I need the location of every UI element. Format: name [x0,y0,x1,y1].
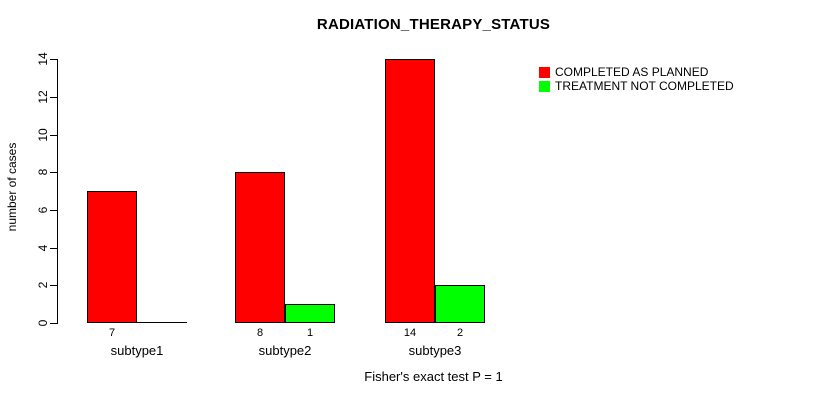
bar-subtype3-treatment-not-completed [435,285,485,323]
bar-value-label: 1 [306,327,314,339]
legend-label: COMPLETED AS PLANNED [555,65,709,79]
y-axis-label: number of cases [5,142,19,232]
y-axis-tick-label: 10 [36,127,50,142]
y-axis-tick [50,285,57,287]
bar-value-label: 14 [403,327,417,339]
y-axis-tick-label: 2 [36,281,50,289]
y-axis-tick [50,247,57,249]
legend-item-completed-as-planned: COMPLETED AS PLANNED [539,66,734,78]
bar-value-label: 2 [456,327,464,339]
legend-swatch-completed-as-planned [539,66,550,78]
bar-subtype3-completed-as-planned [385,59,435,323]
bar-subtype2-completed-as-planned [235,172,285,323]
category-label-subtype1: subtype1 [110,343,164,358]
legend: COMPLETED AS PLANNED TREATMENT NOT COMPLE… [539,66,734,92]
category-label-subtype3: subtype3 [408,343,462,358]
y-axis-tick [50,172,57,174]
bar-value-label: 8 [256,327,264,339]
bar-subtype2-treatment-not-completed [285,304,335,323]
y-axis-tick [50,209,57,211]
legend-swatch-treatment-not-completed [539,80,550,92]
y-axis-tick-label: 8 [36,168,50,176]
y-axis-tick [50,134,57,136]
y-axis-line [57,59,58,324]
y-axis-tick [50,323,57,324]
chart-title: RADIATION_THERAPY_STATUS [316,16,551,33]
y-axis-tick-label: 12 [36,90,50,104]
bar-subtype1-treatment-not-completed [137,322,187,323]
y-axis-tick [50,59,57,61]
y-axis-tick [50,96,57,98]
annotation-fisher-test: Fisher's exact test P = 1 [364,369,503,384]
bar-subtype1-completed-as-planned [87,191,137,323]
y-axis-tick-label: 0 [36,319,50,327]
legend-label: TREATMENT NOT COMPLETED [555,79,734,93]
y-axis-tick-label: 6 [36,206,50,214]
category-label-subtype2: subtype2 [258,343,312,358]
y-axis-tick-label: 4 [36,244,50,251]
y-axis-tick-label: 14 [36,52,50,66]
legend-item-treatment-not-completed: TREATMENT NOT COMPLETED [539,80,734,92]
bar-value-label: 7 [108,327,116,339]
